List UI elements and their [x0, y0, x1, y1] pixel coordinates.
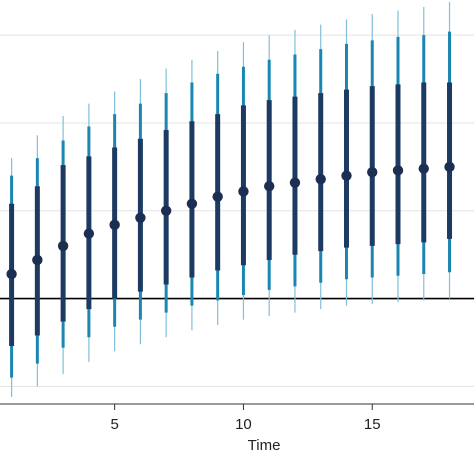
estimate-point-18 [444, 161, 455, 173]
estimate-point-9 [212, 191, 223, 202]
x-tick-label-5: 5 [110, 416, 118, 433]
estimate-point-2 [32, 254, 43, 266]
estimate-point-15 [367, 166, 378, 178]
x-tick-label-10: 10 [235, 416, 252, 433]
estimate-point-8 [186, 198, 198, 209]
estimate-point-13 [315, 173, 326, 185]
estimate-point-12 [289, 177, 301, 188]
estimate-points [6, 161, 455, 280]
x-axis-title: Time [248, 437, 281, 454]
estimate-point-4 [83, 228, 95, 239]
estimate-point-10 [238, 186, 249, 197]
estimate-point-3 [57, 240, 69, 252]
estimate-point-7 [160, 205, 172, 216]
estimate-point-5 [109, 219, 120, 231]
estimate-point-16 [392, 165, 404, 176]
x-tick-label-15: 15 [364, 416, 381, 433]
x-axis: 5 10 15 [0, 403, 474, 433]
estimate-point-1 [6, 268, 17, 280]
estimate-point-14 [341, 170, 352, 181]
estimate-point-17 [418, 163, 429, 174]
estimate-point-6 [135, 212, 146, 224]
estimate-point-11 [264, 180, 275, 192]
gridlines [0, 34, 474, 387]
